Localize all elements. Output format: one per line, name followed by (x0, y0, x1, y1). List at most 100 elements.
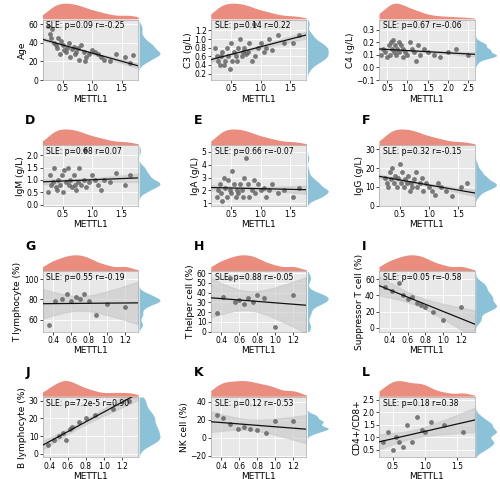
Point (220, 293, 228, 300)
Point (414, 41, 422, 49)
Text: SLE: p=0.14 r=0.22: SLE: p=0.14 r=0.22 (214, 22, 290, 31)
Text: SLE: p=7.2e-5 r=0.90: SLE: p=7.2e-5 r=0.90 (46, 399, 130, 408)
Point (74, 179, 82, 186)
Point (245, 193, 253, 201)
Point (44, 23, 52, 30)
Point (85, 297, 93, 305)
Point (262, 44, 270, 52)
Point (262, 193, 270, 201)
Y-axis label: IgG (g/L): IgG (g/L) (354, 156, 364, 195)
Text: SLE: p=0.88 r=-0.05: SLE: p=0.88 r=-0.05 (214, 273, 293, 282)
Point (234, 189, 242, 197)
Point (58, 37, 66, 45)
Point (53, 186, 61, 194)
Point (50, 164, 58, 171)
Point (398, 54, 406, 61)
Point (218, 48, 226, 56)
Point (410, 176, 418, 183)
Text: J: J (26, 366, 30, 379)
Point (256, 187, 264, 194)
X-axis label: METTL1: METTL1 (410, 346, 444, 355)
Point (417, 301, 425, 309)
Point (70, 171, 78, 179)
Y-axis label: T helper cell (%): T helper cell (%) (186, 264, 196, 339)
Point (260, 48, 268, 56)
Point (421, 428, 429, 436)
Point (386, 51, 394, 59)
Point (430, 51, 438, 59)
Point (271, 418, 279, 425)
Point (236, 35, 244, 43)
Text: SLE: p=0.09 r=-0.25: SLE: p=0.09 r=-0.25 (46, 22, 125, 31)
Point (413, 183, 421, 191)
Point (52, 183, 60, 191)
Point (250, 53, 258, 60)
Point (254, 44, 262, 52)
Point (390, 179, 398, 187)
Point (48, 181, 56, 189)
Point (427, 418, 435, 426)
Point (388, 164, 396, 172)
Point (86, 50, 94, 58)
Text: SLE: p=0.55 r=-0.19: SLE: p=0.55 r=-0.19 (46, 273, 125, 282)
Point (418, 174, 426, 182)
Point (62, 48, 70, 56)
Point (404, 172, 412, 180)
Point (48, 25, 56, 33)
Point (382, 179, 390, 187)
X-axis label: METTL1: METTL1 (410, 220, 444, 229)
Point (64, 164, 72, 171)
Point (220, 174, 228, 182)
Point (294, 184, 302, 192)
Point (392, 51, 400, 59)
Point (112, 169, 120, 176)
Point (428, 187, 436, 194)
Point (268, 46, 276, 54)
Text: A: A (26, 0, 35, 1)
Point (126, 59, 134, 67)
Point (100, 176, 108, 184)
Point (412, 300, 420, 308)
Point (404, 296, 411, 303)
Point (422, 179, 430, 187)
Point (88, 46, 96, 54)
Point (92, 176, 100, 184)
Text: B: B (194, 0, 203, 1)
Point (398, 41, 406, 49)
Point (46, 30, 54, 37)
Point (72, 294, 80, 301)
Point (66, 176, 74, 184)
Point (216, 180, 224, 188)
Point (80, 291, 88, 298)
Point (242, 50, 250, 58)
Point (440, 421, 448, 429)
Point (406, 187, 414, 194)
Point (65, 181, 73, 189)
Point (434, 179, 442, 187)
Y-axis label: Age: Age (18, 41, 27, 58)
X-axis label: METTL1: METTL1 (73, 346, 108, 355)
Point (97, 186, 105, 194)
Point (236, 297, 244, 304)
Point (396, 179, 404, 187)
Point (266, 35, 274, 43)
Point (388, 287, 396, 295)
Point (274, 189, 282, 197)
Text: SLE: p=0.68 r=0.07: SLE: p=0.68 r=0.07 (46, 147, 122, 156)
Point (68, 423, 76, 431)
Point (244, 180, 252, 188)
Point (76, 181, 84, 189)
Point (214, 187, 222, 194)
Text: SLE: p=0.05 r=-0.58: SLE: p=0.05 r=-0.58 (383, 273, 462, 282)
Point (224, 176, 232, 184)
Point (392, 183, 400, 191)
Point (60, 166, 68, 174)
Point (240, 423, 248, 431)
Point (394, 279, 402, 287)
Point (386, 168, 394, 176)
Point (412, 168, 420, 176)
Point (66, 53, 74, 61)
Point (56, 181, 64, 189)
Point (464, 51, 472, 59)
Point (226, 187, 234, 194)
